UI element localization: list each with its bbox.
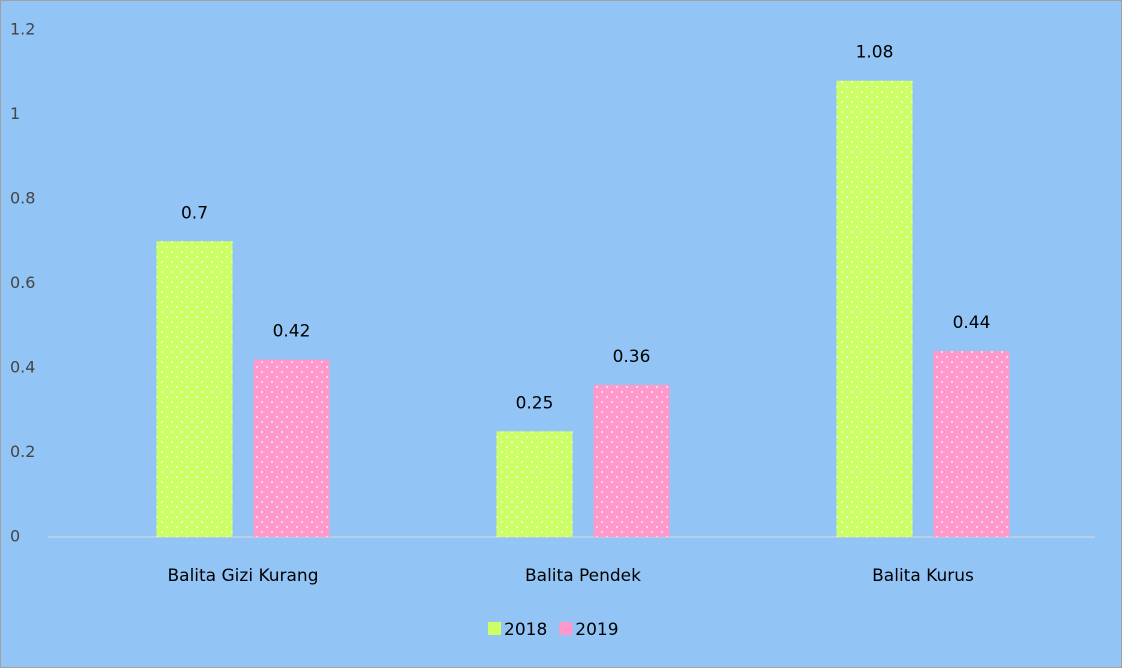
data-label: 0.44	[953, 313, 991, 333]
y-tick-label: 1	[10, 104, 20, 123]
bar-pattern	[836, 80, 913, 537]
y-tick-label: 1.2	[10, 20, 35, 39]
y-tick-label: 0.6	[10, 273, 35, 292]
x-tick-label: Balita Gizi Kurang	[167, 566, 318, 586]
bar-pattern	[156, 241, 233, 537]
y-tick-label: 0.8	[10, 189, 35, 208]
legend-label: 2018	[504, 620, 547, 640]
y-tick-label: 0	[10, 527, 20, 546]
bar-pattern	[593, 384, 670, 537]
data-label: 0.36	[613, 347, 651, 367]
data-label: 0.42	[273, 322, 311, 342]
data-label: 1.08	[856, 43, 894, 63]
data-label: 0.7	[181, 203, 208, 223]
y-tick-label: 0.2	[10, 442, 35, 461]
x-tick-label: Balita Kurus	[872, 566, 974, 586]
x-tick-label: Balita Pendek	[525, 566, 641, 586]
data-label: 0.25	[516, 393, 554, 413]
legend-swatch	[559, 622, 573, 635]
legend-swatch	[488, 622, 501, 635]
legend-label: 2019	[575, 620, 618, 640]
y-tick-label: 0.4	[10, 358, 35, 377]
bar-pattern	[496, 431, 573, 537]
bar-pattern	[253, 359, 330, 537]
bar-pattern	[933, 351, 1010, 537]
